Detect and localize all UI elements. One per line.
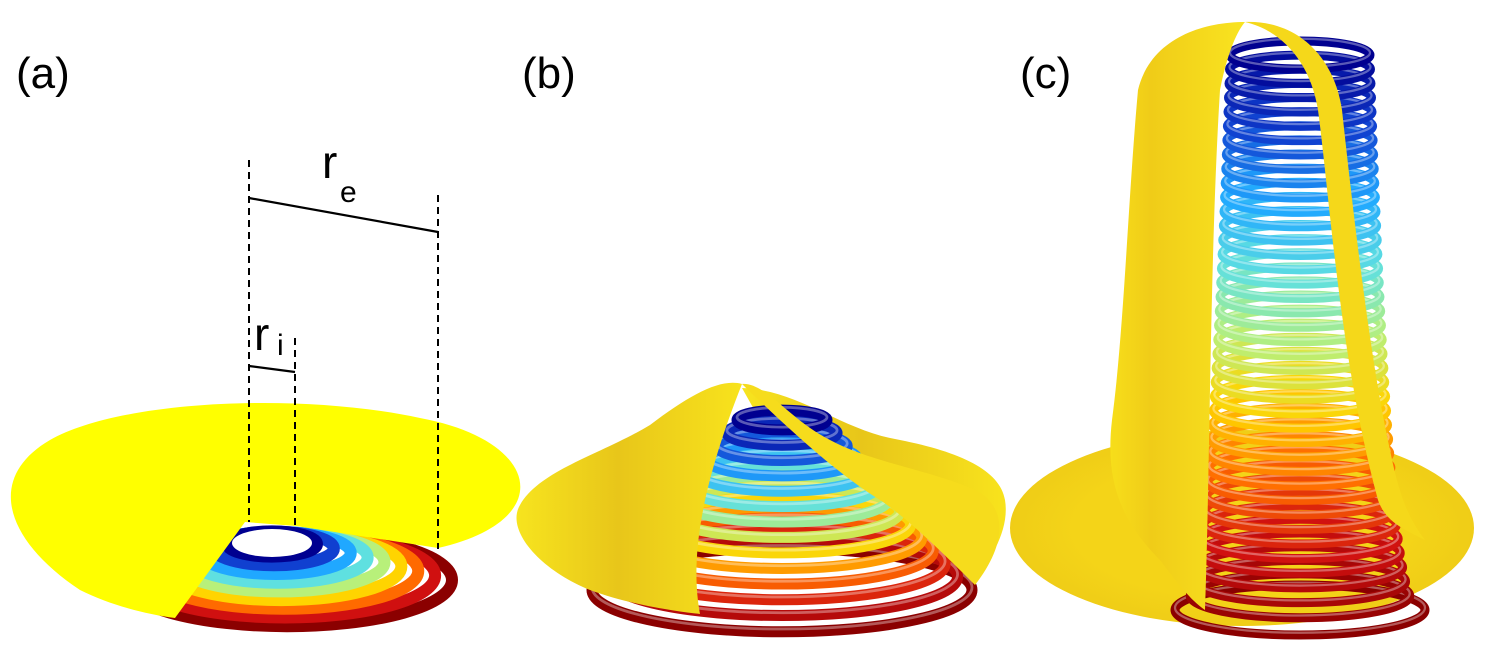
panel-a: (a) r e r i (10, 49, 521, 633)
panel-label-b: (b) (522, 49, 576, 98)
panel-c: (c) (1010, 21, 1474, 640)
coil-ring-highlight (1220, 235, 1380, 269)
r-e-dimension-line (248, 196, 439, 234)
coil-ring-highlight (1218, 277, 1382, 312)
coil-ring (1206, 417, 1394, 462)
coil-ring (1207, 402, 1393, 448)
coil-ring-highlight (1215, 333, 1385, 370)
coil-ring (1209, 374, 1391, 419)
coil-ring-highlight (1215, 347, 1385, 384)
label-r-i: r (254, 308, 269, 360)
label-r-e: r (322, 136, 337, 188)
coil-ring-highlight (1219, 263, 1381, 298)
coil-ring-highlight (1216, 319, 1384, 355)
coil-ring-highlight (1173, 581, 1427, 634)
elastic-sheet-a (10, 402, 521, 618)
label-r-i-subscript: i (277, 329, 284, 362)
coil-ring-highlight (1217, 305, 1383, 341)
elastic-sheet-b-left (516, 382, 742, 614)
coil-ring (1211, 346, 1389, 390)
elastic-sheet-c-wall-left (1110, 22, 1245, 610)
coil-ring-highlight (1213, 376, 1387, 413)
coil-ring-highlight (1220, 249, 1380, 284)
elastic-sheet-c-wall-right (1245, 21, 1425, 540)
panel-b: (b) (516, 49, 1006, 638)
coil-ring-highlight (1211, 404, 1389, 442)
label-r-e-subscript: e (340, 176, 357, 209)
coil-ring-highlight (1214, 361, 1386, 399)
panel-label-c: (c) (1020, 49, 1071, 98)
r-i-dimension-line (248, 364, 296, 374)
coil-ring-highlight (1218, 291, 1382, 327)
coil-ring-highlight (1212, 390, 1388, 427)
coil-ring (1210, 360, 1390, 404)
panel-label-a: (a) (16, 49, 70, 98)
coil-ring-highlight (1210, 418, 1390, 456)
inner-hole-a (232, 529, 312, 557)
coil-ring (1208, 388, 1392, 433)
elastic-sheet-b-right (742, 383, 1000, 585)
